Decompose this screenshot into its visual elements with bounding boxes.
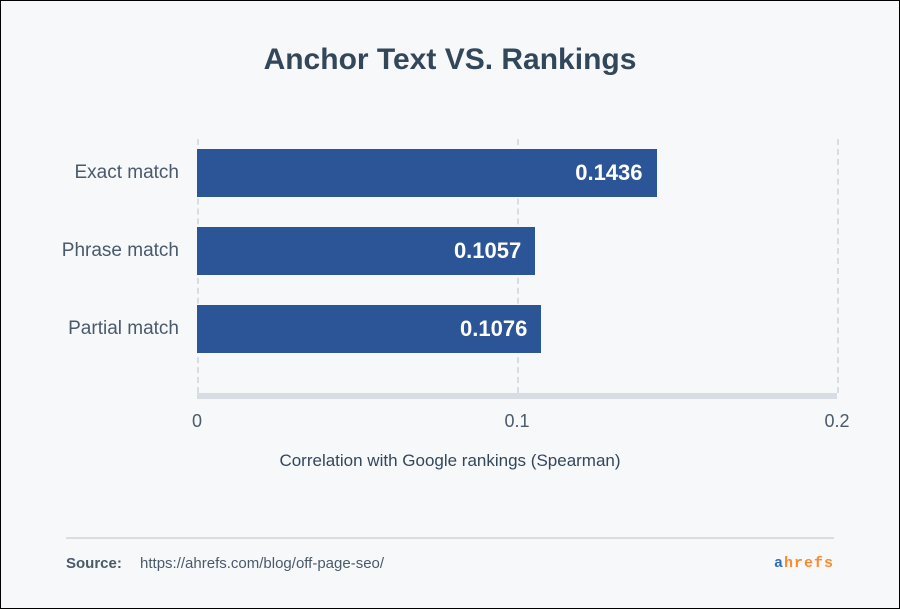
x-axis-line (197, 393, 837, 399)
category-label: Exact match (1, 162, 179, 184)
x-tick-label: 0.1 (504, 411, 529, 432)
chart-footer: Source: https://ahrefs.com/blog/off-page… (66, 537, 834, 572)
source-url: https://ahrefs.com/blog/off-page-seo/ (140, 555, 384, 572)
bar-row: 0.1076 (197, 305, 837, 353)
bar-row: 0.1057 (197, 227, 837, 275)
source-line: Source: https://ahrefs.com/blog/off-page… (66, 555, 384, 572)
brand-logo: ahrefs (774, 555, 834, 572)
bar: 0.1436 (197, 149, 657, 197)
chart-title: Anchor Text VS. Rankings (1, 43, 899, 77)
brand-a-icon: a (774, 555, 784, 572)
category-label: Partial match (1, 318, 179, 340)
x-tick-label: 0.2 (824, 411, 849, 432)
chart-plot-area: 0.1436 0.1057 0.1076 (197, 139, 837, 393)
x-tick-label: 0 (192, 411, 202, 432)
bar-row: 0.1436 (197, 149, 837, 197)
gridline (837, 139, 839, 393)
brand-rest: hrefs (784, 555, 834, 572)
category-label: Phrase match (1, 240, 179, 262)
source-label: Source: (66, 555, 122, 572)
bar: 0.1057 (197, 227, 535, 275)
bar: 0.1076 (197, 305, 541, 353)
x-axis-label: Correlation with Google rankings (Spearm… (1, 451, 899, 471)
